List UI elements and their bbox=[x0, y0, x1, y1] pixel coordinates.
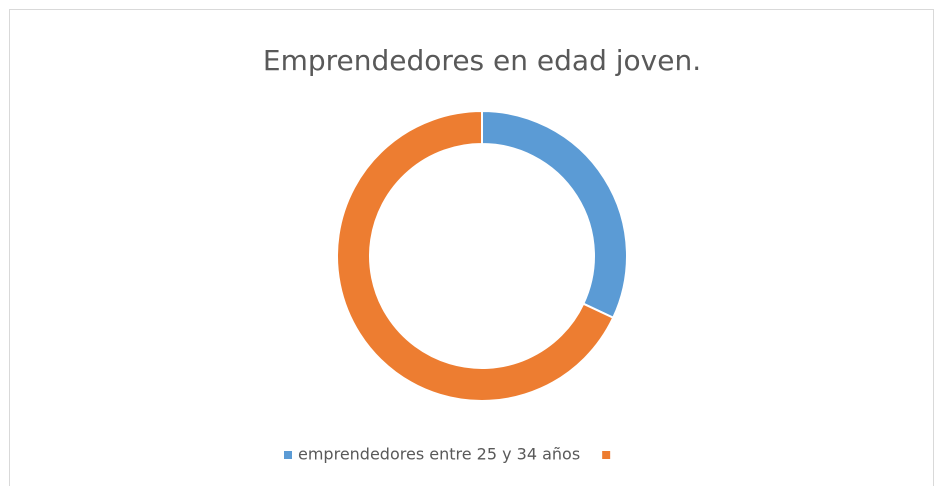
legend-marker bbox=[284, 451, 292, 459]
donut-slice bbox=[336, 109, 615, 402]
chart-title: Emprendedores en edad joven. bbox=[263, 44, 701, 77]
legend-marker bbox=[602, 451, 611, 459]
legend-label: emprendedores entre 25 y 34 años bbox=[298, 445, 580, 464]
chart-frame bbox=[9, 9, 934, 486]
